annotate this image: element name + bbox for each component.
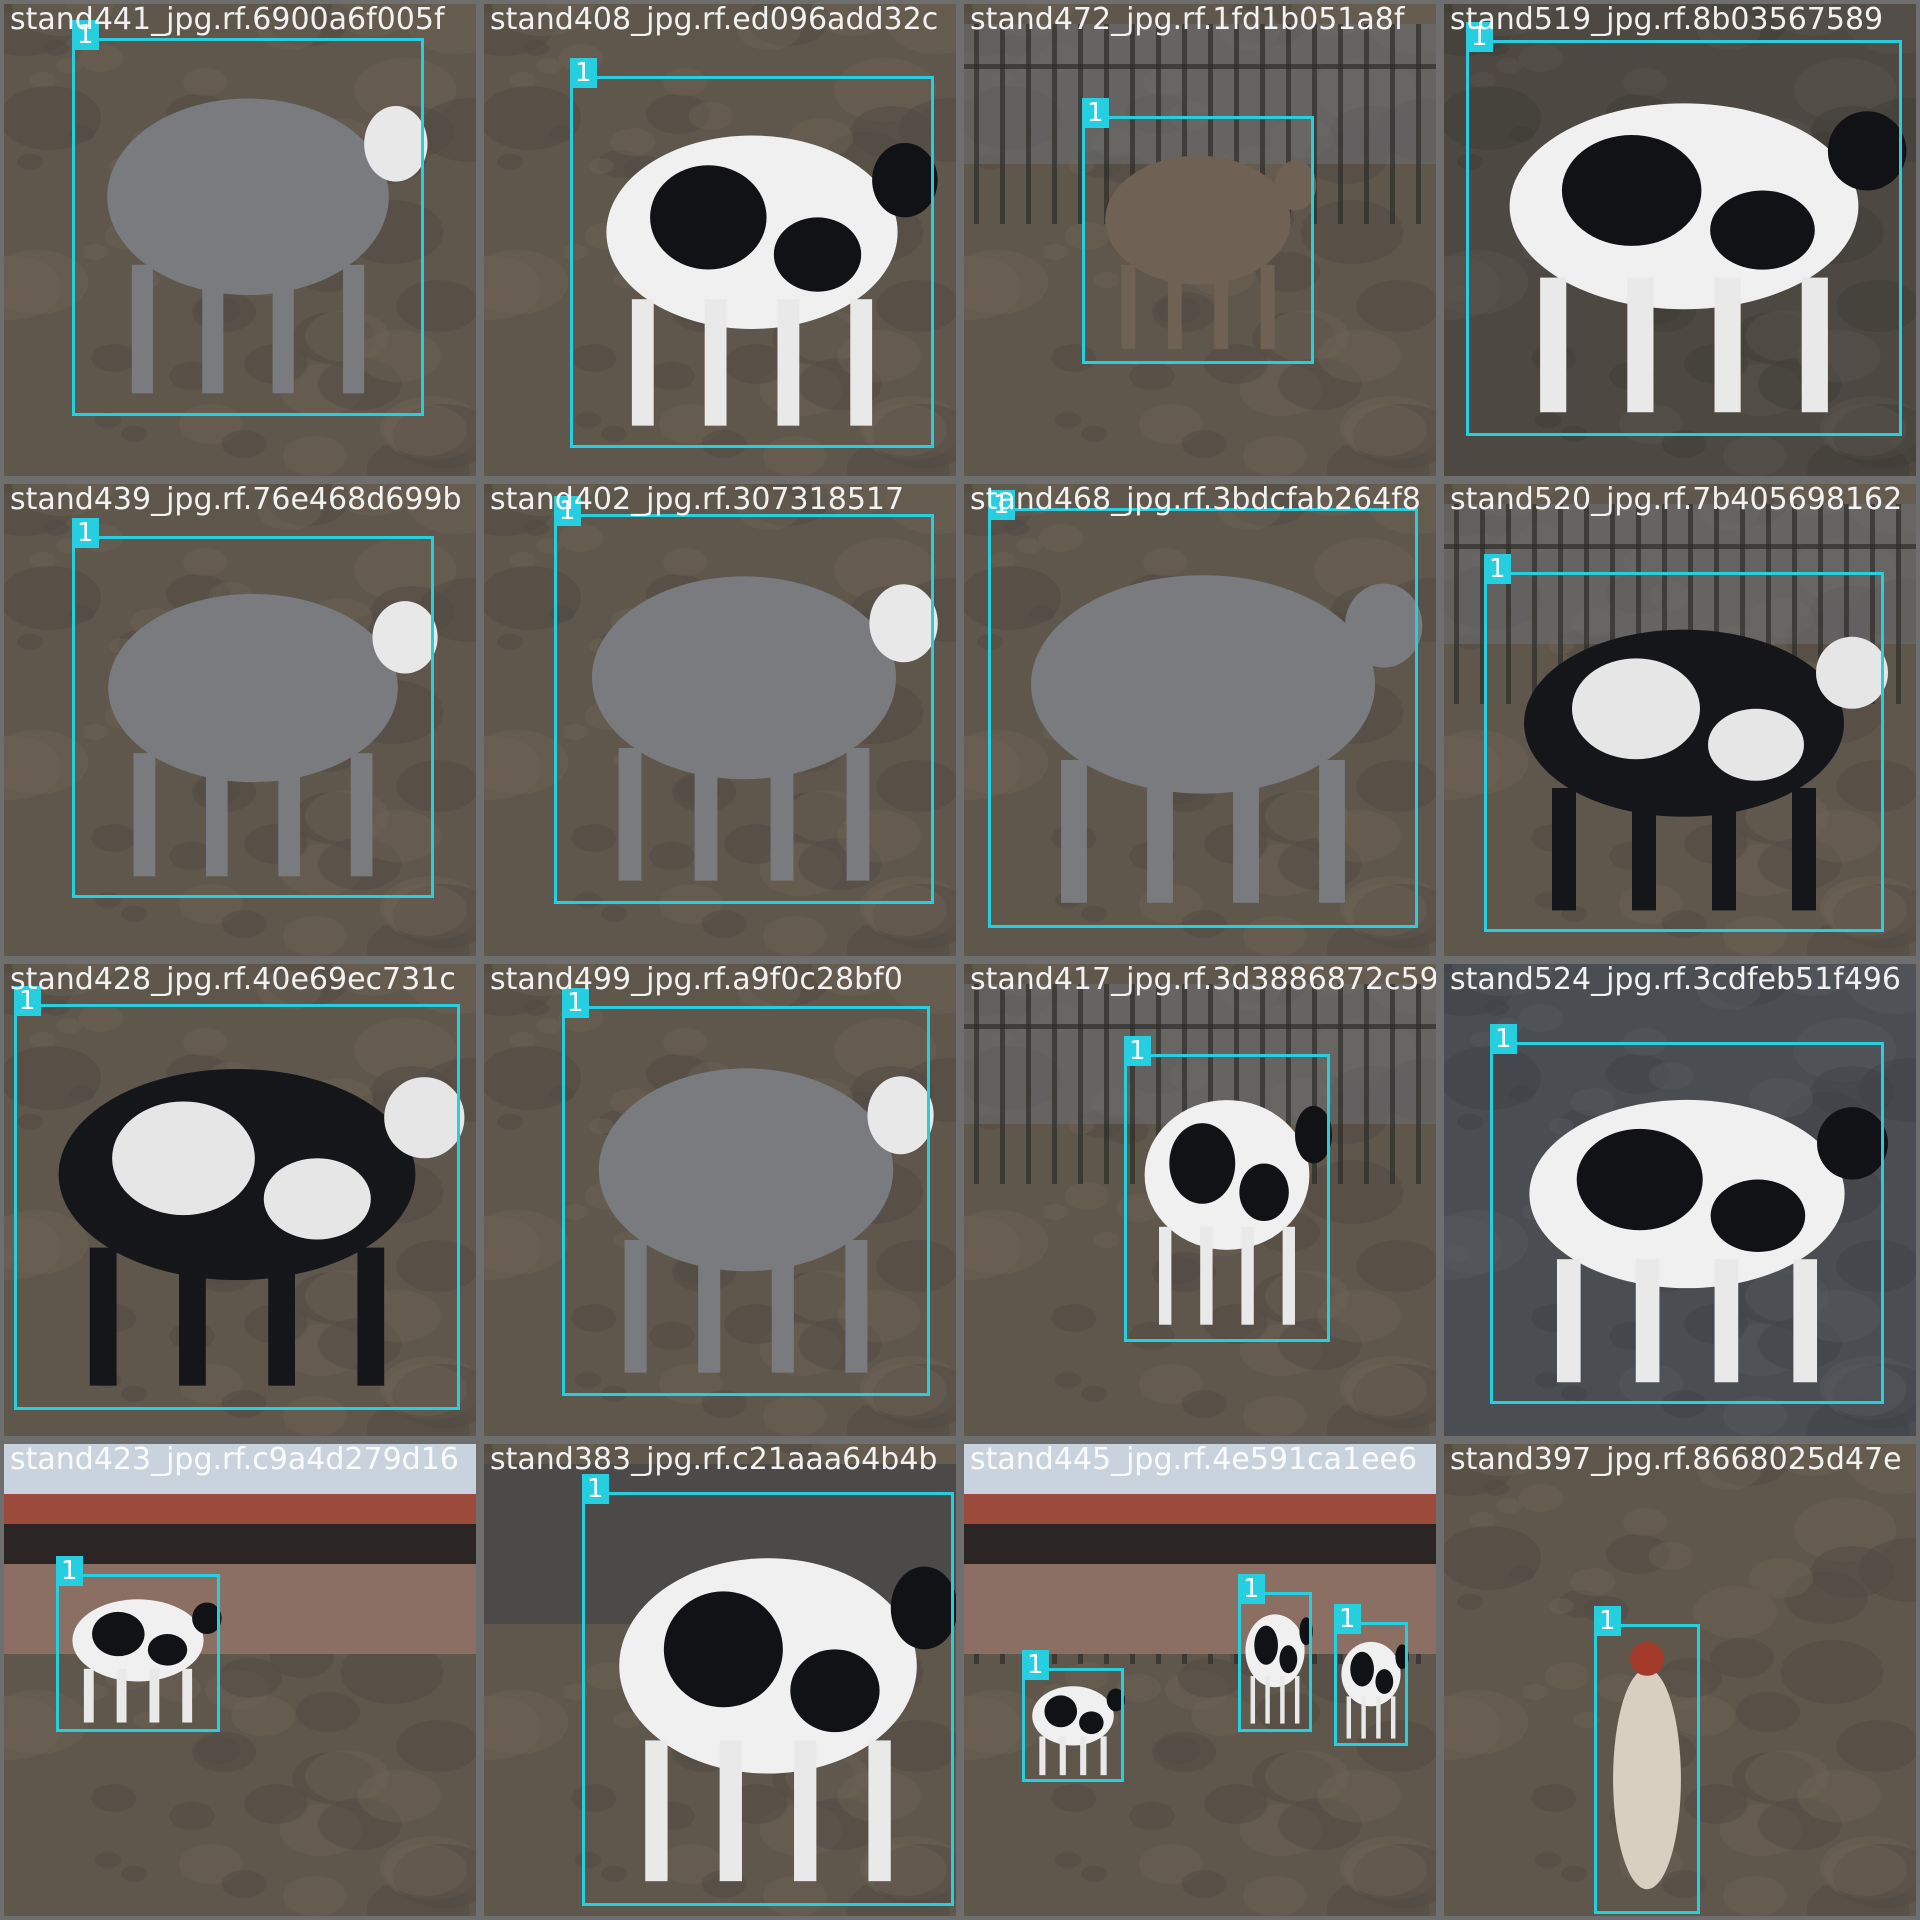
detection-class-label: 1 [1022, 1650, 1049, 1680]
detection-class-label: 1 [1490, 1024, 1517, 1054]
detection-class-label: 1 [554, 496, 581, 526]
detection-class-label: 1 [56, 1556, 83, 1586]
mosaic-tile: 1 stand468_jpg.rf.3bdcfab264f8 [964, 484, 1436, 956]
mosaic-tile: 1 1 1 stand445_jpg.rf.4e591ca1ee6 [964, 1444, 1436, 1916]
detection-class-label: 1 [1484, 554, 1511, 584]
detection-box: 1 [1484, 554, 1884, 932]
detection-box: 1 [1334, 1604, 1408, 1746]
mosaic-tile: 1 stand423_jpg.rf.c9a4d279d16 [4, 1444, 476, 1916]
detection-box: 1 [570, 58, 934, 448]
detection-box: 1 [988, 490, 1418, 928]
mosaic-tile: 1 stand524_jpg.rf.3cdfeb51f496 [1444, 964, 1916, 1436]
detection-class-label: 1 [72, 518, 99, 548]
detection-class-label: 1 [988, 490, 1015, 520]
detection-box: 1 [72, 518, 434, 898]
detection-box: 1 [56, 1556, 220, 1732]
detection-class-label: 1 [1082, 98, 1109, 128]
detection-class-label: 1 [562, 988, 589, 1018]
mosaic-tile: 1 stand402_jpg.rf.307318517 [484, 484, 956, 956]
mosaic-tile: 1 stand439_jpg.rf.76e468d699b [4, 484, 476, 956]
mosaic-tile: 1 stand519_jpg.rf.8b03567589 [1444, 4, 1916, 476]
detection-box: 1 [1022, 1650, 1124, 1782]
detection-class-label: 1 [1238, 1574, 1265, 1604]
detection-box: 1 [1124, 1036, 1330, 1342]
detection-box: 1 [1594, 1606, 1700, 1914]
detection-box: 1 [562, 988, 930, 1396]
mosaic-tile: 1 stand499_jpg.rf.a9f0c28bf0 [484, 964, 956, 1436]
detection-class-label: 1 [14, 986, 41, 1016]
detection-box: 1 [72, 20, 424, 416]
detection-class-label: 1 [1466, 22, 1493, 52]
detection-box: 1 [1466, 22, 1902, 436]
detection-box: 1 [14, 986, 460, 1410]
detection-box: 1 [1490, 1024, 1884, 1404]
detection-class-label: 1 [72, 20, 99, 50]
detection-box: 1 [554, 496, 934, 904]
detection-class-label: 1 [1594, 1606, 1621, 1636]
mosaic-tile: 1 stand472_jpg.rf.1fd1b051a8f [964, 4, 1436, 476]
mosaic-tile: 1 stand383_jpg.rf.c21aaa64b4b [484, 1444, 956, 1916]
detection-box: 1 [582, 1474, 954, 1906]
mosaic-tile: 1 stand441_jpg.rf.6900a6f005f [4, 4, 476, 476]
mosaic-tile: 1 stand428_jpg.rf.40e69ec731c [4, 964, 476, 1436]
detection-class-label: 1 [1124, 1036, 1151, 1066]
detection-box: 1 [1238, 1574, 1312, 1732]
detection-class-label: 1 [1334, 1604, 1361, 1634]
detection-class-label: 1 [570, 58, 597, 88]
mosaic-tile: 1 stand408_jpg.rf.ed096add32c [484, 4, 956, 476]
mosaic-tile: 1 stand417_jpg.rf.3d3886872c59 [964, 964, 1436, 1436]
detection-class-label: 1 [582, 1474, 609, 1504]
mosaic-tile: 1 stand397_jpg.rf.8668025d47e [1444, 1444, 1916, 1916]
detection-box: 1 [1082, 98, 1314, 364]
mosaic-tile: 1 stand520_jpg.rf.7b405698162 [1444, 484, 1916, 956]
